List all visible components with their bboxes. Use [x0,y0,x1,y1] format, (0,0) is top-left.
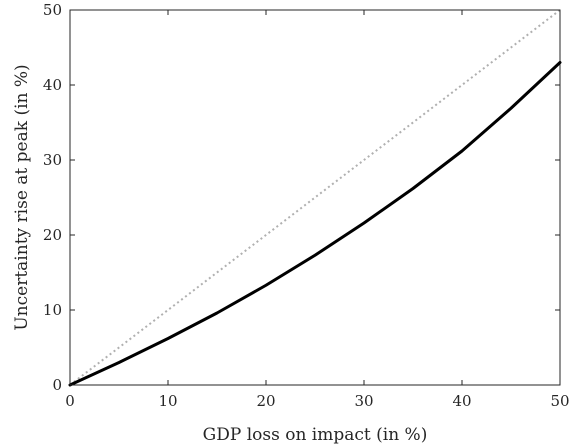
x-tick-label: 20 [256,392,275,410]
y-tick-label: 20 [43,226,62,244]
y-tick-label: 50 [43,1,62,19]
x-axis-label: GDP loss on impact (in %) [203,425,428,445]
plot-area [69,9,561,386]
y-tick-label: 10 [43,301,62,319]
x-axis-ticks: 0 10 20 30 40 50 [65,10,570,410]
y-axis-ticks: 0 10 20 30 40 50 [43,1,560,394]
x-tick-label: 40 [452,392,471,410]
x-tick-label: 10 [158,392,177,410]
x-tick-label: 0 [65,392,75,410]
series-lines [68,9,562,387]
x-tick-label: 30 [354,392,373,410]
reference-line-dotted [69,9,561,386]
y-tick-label: 40 [43,76,62,94]
y-tick-label: 0 [52,376,62,394]
y-axis-label: Uncertainty rise at peak (in %) [12,64,32,330]
y-tick-label: 30 [43,151,62,169]
x-tick-label: 50 [550,392,569,410]
series-line-solid [68,61,562,387]
plot-frame [69,9,561,386]
